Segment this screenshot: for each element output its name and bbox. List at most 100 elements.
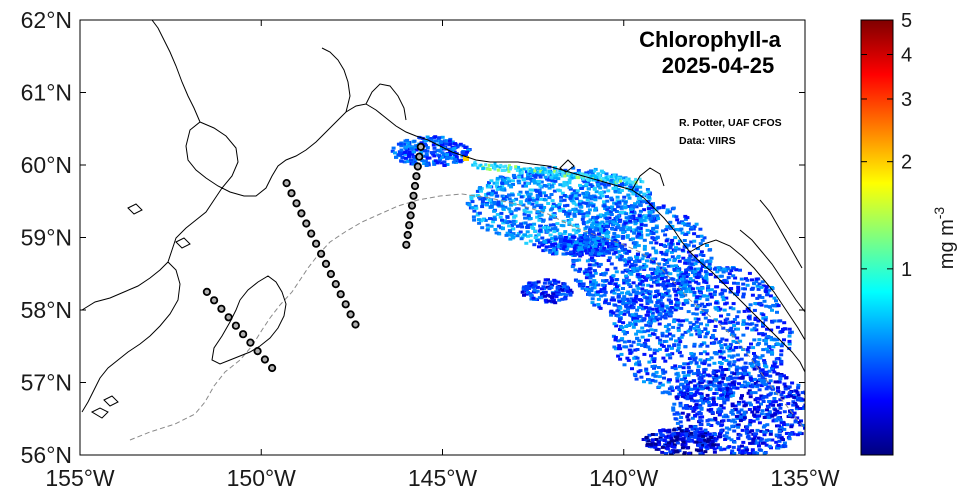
chl-pixel <box>750 450 755 454</box>
chl-pixel <box>716 384 720 388</box>
chl-pixel <box>699 446 704 450</box>
chl-pixel <box>559 199 564 203</box>
chl-pixel <box>490 192 495 196</box>
chl-pixel <box>574 258 579 262</box>
chl-pixel <box>662 263 667 266</box>
chl-pixel <box>758 397 763 401</box>
chl-pixel <box>631 306 636 309</box>
chl-pixel <box>556 177 561 181</box>
chl-pixel <box>672 259 677 263</box>
chl-pixel <box>609 298 614 302</box>
chl-pixel <box>641 318 646 322</box>
chl-pixel <box>719 409 724 413</box>
chl-pixel <box>602 287 607 291</box>
chl-pixel <box>735 386 740 390</box>
chl-pixel <box>519 195 524 199</box>
chl-pixel <box>740 376 745 379</box>
chl-pixel <box>533 175 538 179</box>
chl-pixel <box>778 418 783 422</box>
chl-pixel <box>687 257 692 260</box>
chl-pixel <box>723 343 728 347</box>
chl-pixel <box>717 381 722 385</box>
chl-pixel <box>525 192 530 196</box>
chl-pixel <box>522 212 527 216</box>
chl-pixel <box>624 325 629 328</box>
chl-pixel <box>592 238 596 242</box>
chl-pixel <box>745 283 750 287</box>
chl-pixel <box>617 176 621 180</box>
chl-pixel <box>608 219 613 223</box>
chl-pixel <box>423 154 427 158</box>
chl-pixel <box>707 404 712 407</box>
chl-pixel <box>637 267 642 271</box>
chl-pixel <box>678 319 682 323</box>
chl-pixel <box>632 204 637 208</box>
chl-pixel <box>691 354 696 358</box>
chl-pixel <box>665 306 670 310</box>
chl-pixel <box>718 432 722 436</box>
chl-pixel <box>591 231 596 235</box>
chl-pixel <box>653 442 658 446</box>
chl-pixel <box>702 370 707 374</box>
chl-pixel <box>600 249 605 253</box>
chl-pixel <box>659 292 664 296</box>
chl-pixel <box>790 412 794 416</box>
chl-pixel <box>668 450 673 454</box>
chl-pixel <box>506 177 511 181</box>
chl-pixel <box>407 154 411 158</box>
chl-pixel <box>753 360 758 364</box>
chl-pixel <box>633 220 638 224</box>
chl-pixel <box>592 216 597 220</box>
chl-pixel <box>635 290 639 294</box>
chl-pixel <box>566 219 571 222</box>
chl-pixel <box>617 220 622 224</box>
chl-pixel <box>787 413 792 417</box>
chl-pixel <box>665 353 670 357</box>
chl-pixel <box>742 372 747 376</box>
chl-pixel <box>660 295 664 299</box>
chl-pixel <box>668 220 673 224</box>
chl-pixel <box>560 191 565 195</box>
chl-pixel <box>726 436 731 440</box>
chl-pixel <box>667 242 672 246</box>
chl-pixel <box>683 385 688 389</box>
station-marker <box>407 201 417 210</box>
chl-pixel <box>596 290 600 294</box>
chl-pixel <box>595 180 600 184</box>
chl-pixel <box>740 452 745 455</box>
chl-pixel <box>592 286 597 290</box>
chl-pixel <box>498 186 503 190</box>
chl-pixel <box>662 340 667 343</box>
chl-pixel <box>399 148 404 152</box>
chl-pixel <box>713 384 717 388</box>
chl-pixel <box>690 427 695 431</box>
chl-pixel <box>619 205 624 209</box>
chl-pixel <box>666 289 671 293</box>
chl-pixel <box>677 388 682 392</box>
chl-pixel <box>612 179 616 183</box>
chl-pixel <box>594 251 599 255</box>
chl-pixel <box>787 334 792 338</box>
chl-pixel <box>599 169 604 173</box>
chl-pixel <box>756 366 761 370</box>
chl-pixel <box>724 281 729 284</box>
chl-pixel <box>756 408 761 411</box>
chl-pixel <box>718 340 723 343</box>
chl-pixel <box>627 301 632 305</box>
chl-pixel <box>656 217 661 220</box>
chl-pixel <box>656 293 661 296</box>
chl-pixel <box>664 324 669 328</box>
chl-pixel <box>735 372 739 376</box>
chl-pixel <box>526 223 530 227</box>
station-marker <box>351 320 360 329</box>
chl-pixel <box>504 181 509 185</box>
chl-pixel <box>723 302 728 306</box>
chl-pixel <box>658 317 662 321</box>
chl-pixel <box>780 330 785 333</box>
chl-pixel <box>558 183 563 187</box>
chl-pixel <box>768 294 773 298</box>
chl-pixel <box>584 287 589 291</box>
chl-pixel <box>700 258 704 262</box>
chl-pixel <box>612 201 617 205</box>
chl-pixel <box>540 243 545 247</box>
